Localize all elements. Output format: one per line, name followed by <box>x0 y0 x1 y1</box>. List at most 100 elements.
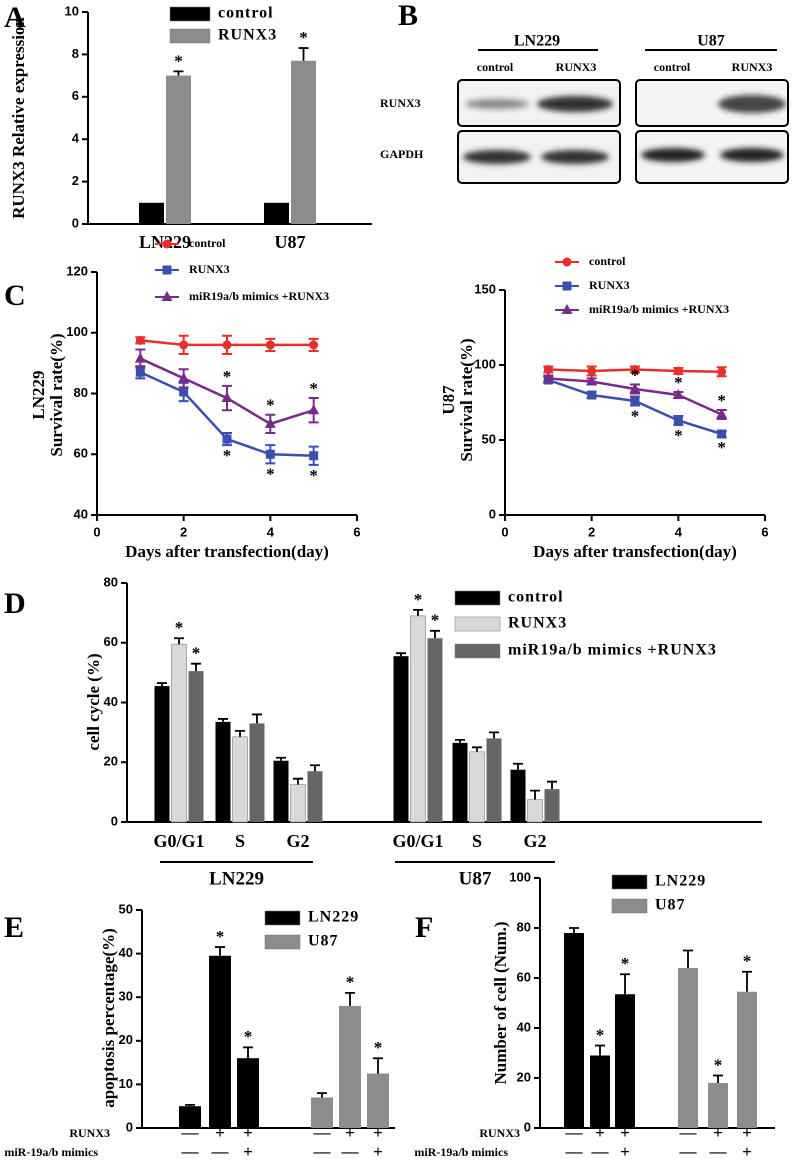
y-tick-label: 6 <box>72 88 79 103</box>
bar <box>166 75 191 224</box>
condition-sign: — <box>679 1123 698 1142</box>
error-bar <box>191 662 201 672</box>
legend-swatch <box>611 898 648 914</box>
significance-star: * <box>346 973 355 992</box>
y-axis-label: Survival rate(%) <box>457 338 476 461</box>
y-tick-label: 20 <box>104 754 118 769</box>
panel-letter: D <box>4 587 26 620</box>
condition-label: RUNX3 <box>479 1126 520 1140</box>
group-label: U87 <box>459 868 492 889</box>
y-tick-label: 100 <box>474 356 496 371</box>
x-tick-label: G0/G1 <box>392 831 443 851</box>
bar <box>544 789 560 822</box>
condition-sign: — <box>181 1123 200 1142</box>
y-tick-label: 40 <box>104 694 118 709</box>
error-bar <box>713 1074 723 1083</box>
blot-panel: B LN229 U87 control RUNX3 control RUNX3 … <box>380 0 789 184</box>
marker <box>717 429 727 439</box>
marker <box>562 281 572 291</box>
condition-sign: + <box>243 1142 253 1161</box>
lane-label: control <box>477 60 514 74</box>
band <box>720 148 784 162</box>
bar <box>452 742 468 822</box>
error-bar <box>157 682 167 687</box>
y-tick-label: 8 <box>72 46 79 61</box>
panel-letter: C <box>4 279 26 312</box>
error-bar <box>430 629 440 639</box>
band <box>718 95 786 113</box>
panel-letter: E <box>4 911 24 944</box>
y-tick-label: 40 <box>119 945 133 960</box>
marker <box>587 366 597 376</box>
marker <box>162 239 172 249</box>
significance-star: * <box>192 644 201 663</box>
significance-star: * <box>299 28 308 47</box>
error-bar <box>455 738 465 743</box>
bar <box>410 615 426 823</box>
legend-swatch <box>454 590 501 606</box>
error-bar <box>276 756 286 761</box>
y-axis-label: apoptosis percentage(%) <box>99 928 118 1108</box>
error-bar <box>215 946 225 956</box>
legend-label: control <box>589 254 626 268</box>
error-bar <box>547 780 557 790</box>
panel-letter: B <box>398 0 418 32</box>
bar <box>179 1106 201 1128</box>
condition-sign: — <box>679 1142 698 1161</box>
error-bar <box>683 949 693 968</box>
y-tick-label: 80 <box>517 919 531 934</box>
error-bar <box>243 1046 253 1059</box>
marker <box>179 340 189 350</box>
x-tick-label: S <box>472 831 482 851</box>
marker <box>265 340 275 350</box>
marker <box>717 367 727 377</box>
y-axis-label: cell cycle (%) <box>84 653 103 750</box>
panel-letter: A <box>4 1 26 34</box>
significance-star: * <box>266 396 275 415</box>
significance-star: * <box>174 51 183 70</box>
legend-label: RUNX3 <box>189 262 230 276</box>
bar <box>615 994 635 1128</box>
condition-sign: — <box>181 1142 200 1161</box>
condition-sign: — <box>313 1142 332 1161</box>
condition-sign: + <box>742 1142 752 1161</box>
marker <box>134 352 146 363</box>
significance-star: * <box>431 611 440 630</box>
y-tick-label: 0 <box>524 1119 531 1134</box>
legend-label: control <box>508 589 564 606</box>
legend-swatch <box>169 6 211 22</box>
y-tick-label: 80 <box>104 574 118 589</box>
x-tick-label: 0 <box>501 524 508 539</box>
significance-star: * <box>223 367 232 386</box>
marker <box>629 383 641 393</box>
significance-star: * <box>717 438 726 457</box>
bar <box>527 799 543 823</box>
row-label: RUNX3 <box>380 96 421 110</box>
condition-sign: — <box>341 1142 360 1161</box>
x-tick-label: U87 <box>275 232 306 252</box>
blot-box <box>457 130 621 184</box>
condition-sign: + <box>373 1123 383 1142</box>
y-tick-label: 40 <box>74 506 88 521</box>
bar <box>564 933 584 1128</box>
condition-label: miR-19a/b mimics <box>414 1145 508 1159</box>
x-tick-label: G0/G1 <box>153 831 204 851</box>
bar <box>486 738 502 822</box>
legend-swatch <box>169 28 211 44</box>
marker <box>135 367 145 377</box>
bar <box>209 955 231 1128</box>
y-tick-label: 20 <box>517 1069 531 1084</box>
error-bar <box>185 1103 195 1107</box>
error-bar <box>293 777 303 785</box>
marker <box>673 366 683 376</box>
error-bar <box>620 973 630 995</box>
error-bar <box>530 789 540 800</box>
legend-label: RUNX3 <box>218 27 277 44</box>
legend-swatch <box>264 934 301 950</box>
bar <box>237 1058 259 1128</box>
legend-swatch <box>454 643 501 659</box>
y-tick-label: 20 <box>119 1032 133 1047</box>
marker <box>178 372 190 383</box>
condition-sign: + <box>742 1123 752 1142</box>
